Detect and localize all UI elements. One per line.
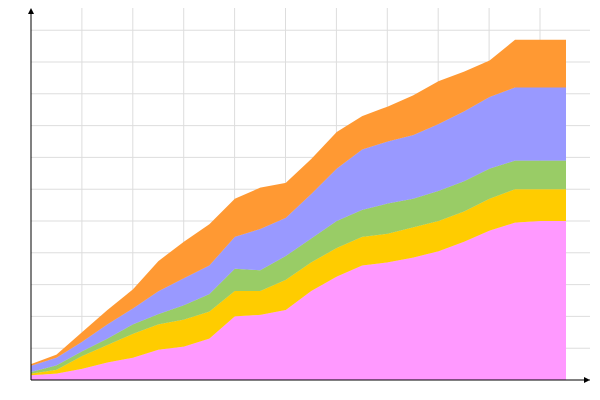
area-series-5 xyxy=(31,39,566,366)
area-series-2 xyxy=(31,189,566,376)
area-series xyxy=(31,39,566,380)
axes xyxy=(28,8,590,383)
area-series-3 xyxy=(31,160,566,374)
x-axis-arrow xyxy=(584,377,590,383)
y-axis-arrow xyxy=(28,8,34,14)
area-series-4 xyxy=(31,87,566,373)
